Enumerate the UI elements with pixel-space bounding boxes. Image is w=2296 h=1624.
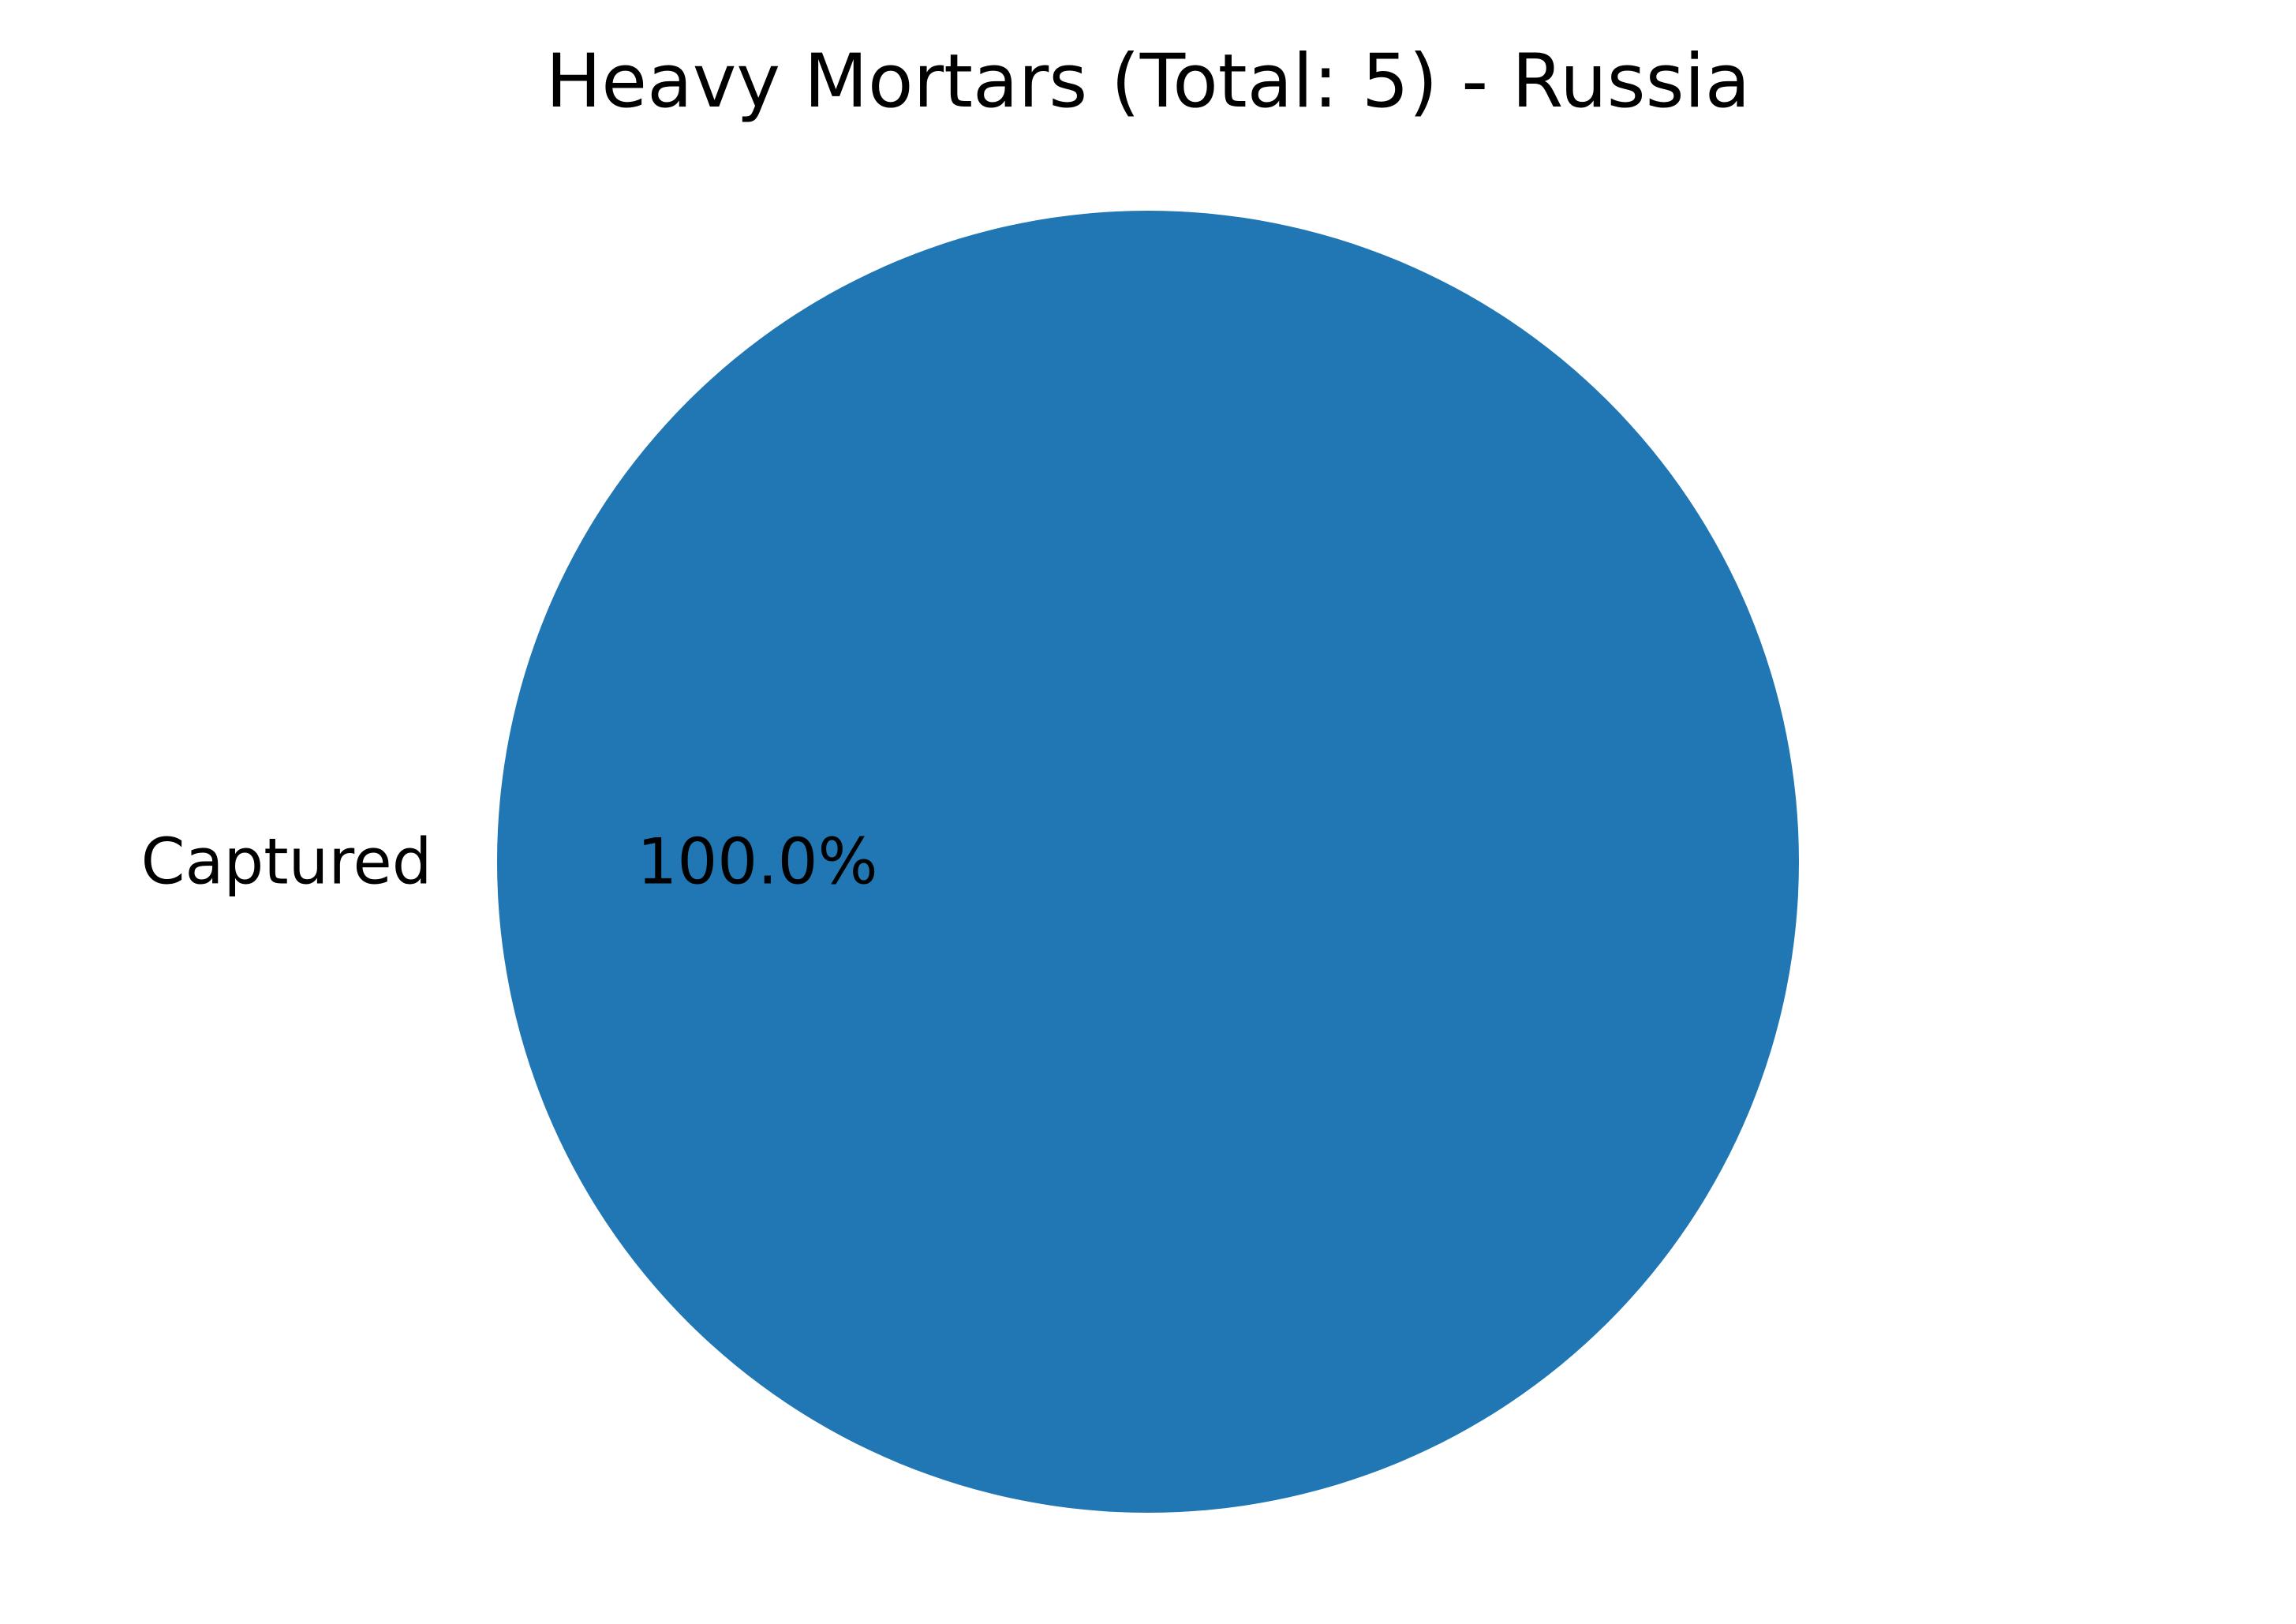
pie-labels: Captured 100.0% <box>141 825 878 899</box>
pie-slice-captured <box>497 211 1799 1513</box>
slice-label: Captured <box>141 825 432 899</box>
pie-slices <box>497 211 1799 1513</box>
slice-percent-label: 100.0% <box>637 825 877 899</box>
chart-title: Heavy Mortars (Total: 5) - Russia <box>546 39 1751 125</box>
